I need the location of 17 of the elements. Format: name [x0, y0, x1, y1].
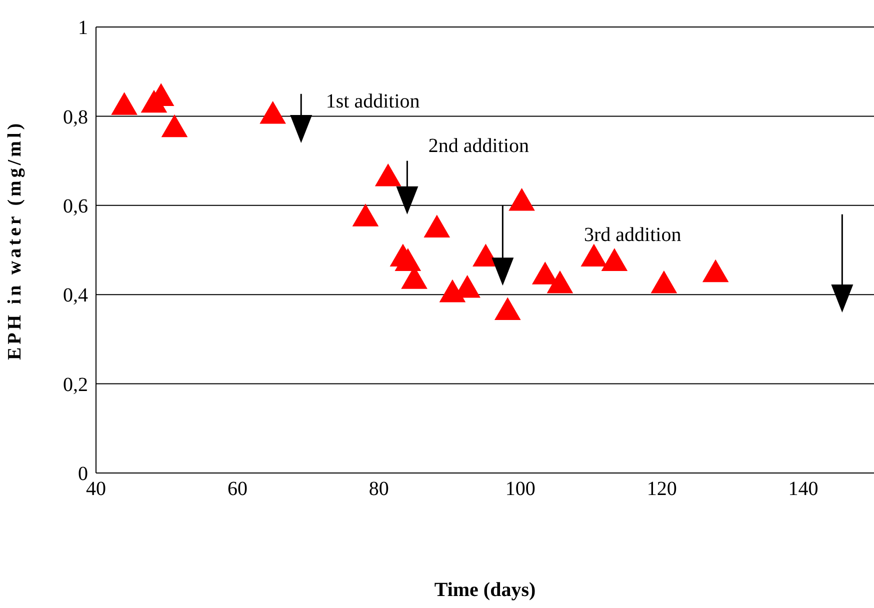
y-tick-label: 0 — [78, 463, 88, 486]
annotation: 2nd addition — [428, 134, 529, 157]
y-tick-label: 0,8 — [63, 106, 88, 128]
y-axis-title: EPH in water (mg/ml) — [4, 120, 26, 360]
y-tick-label: 1 — [78, 17, 88, 40]
x-axis-title: Time (days) — [434, 579, 536, 601]
x-tick-label: 120 — [646, 478, 677, 500]
y-tick-label: 0,2 — [63, 374, 88, 396]
y-tick-label: 0,4 — [63, 284, 88, 307]
x-tick-label: 80 — [368, 478, 389, 500]
x-tick-label: 100 — [505, 478, 536, 500]
x-tick-label: 60 — [227, 478, 248, 500]
x-tick-label: 140 — [788, 478, 818, 500]
annotation: 1st addition — [326, 90, 420, 112]
y-tick-label: 0,6 — [63, 196, 88, 218]
x-tick-label: 40 — [86, 478, 106, 500]
annotation: 3rd addition — [584, 224, 682, 246]
